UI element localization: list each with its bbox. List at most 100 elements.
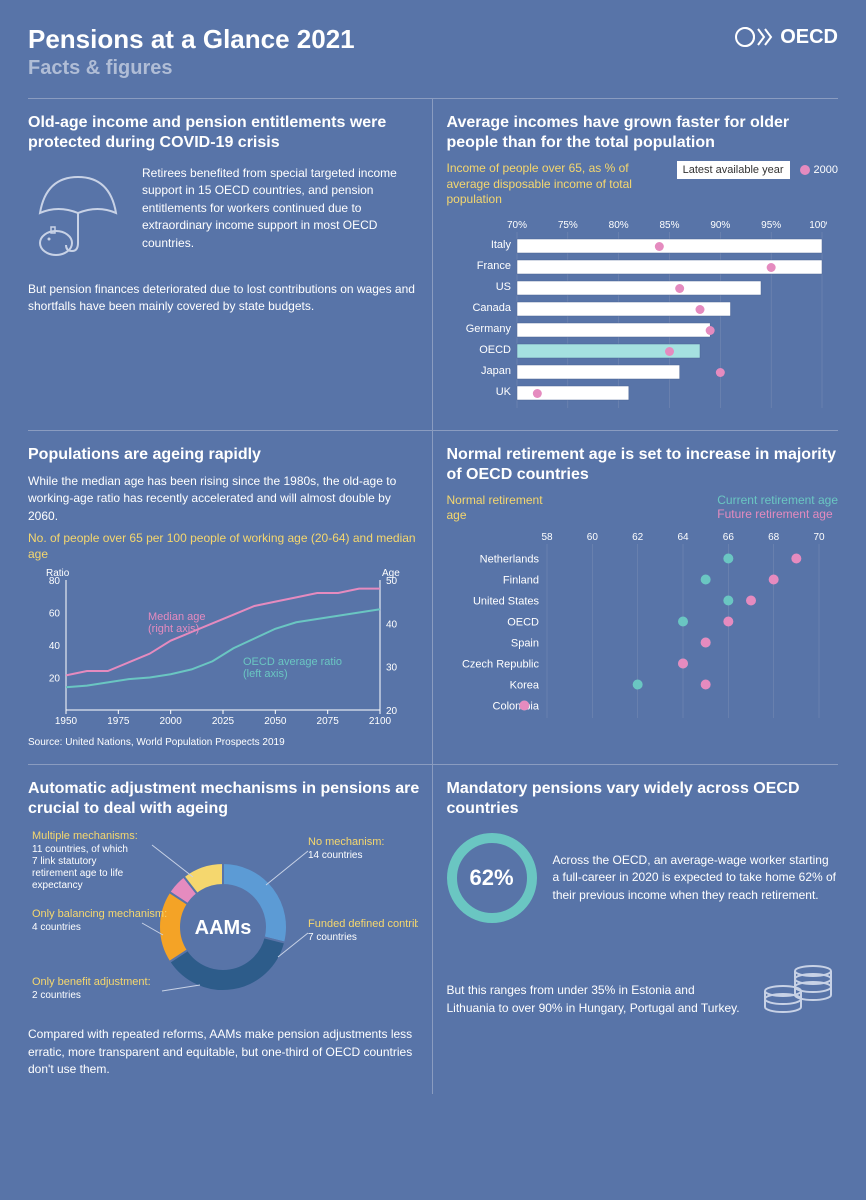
svg-text:Colombia: Colombia — [492, 700, 539, 712]
svg-text:75%: 75% — [557, 220, 577, 231]
oecd-logo-icon — [734, 24, 774, 50]
svg-text:Spain: Spain — [510, 637, 538, 649]
aam-donut-chart: AAMs Multiple mechanisms: 11 countries, of… — [28, 827, 418, 1017]
svg-text:OECD: OECD — [507, 616, 539, 628]
svg-text:50: 50 — [386, 576, 398, 587]
svg-text:US: US — [495, 281, 510, 293]
title-block: Pensions at a Glance 2021 Facts & figure… — [28, 24, 355, 80]
sec2-legend-dot — [800, 165, 810, 175]
oecd-logo: OECD — [734, 24, 838, 50]
svg-text:Multiple mechanisms:: Multiple mechanisms: — [32, 830, 138, 842]
svg-text:40: 40 — [49, 641, 61, 652]
svg-text:Germany: Germany — [465, 323, 511, 335]
sec6-para1: Across the OECD, an average-wage worker … — [553, 852, 839, 904]
svg-text:Only balancing mechanism:: Only balancing mechanism: — [32, 908, 167, 920]
row-3: Automatic adjustment mechanisms in pensi… — [28, 765, 838, 1094]
header: Pensions at a Glance 2021 Facts & figure… — [28, 24, 838, 80]
svg-text:1950: 1950 — [55, 716, 78, 727]
sec1-para1: Retirees benefited from special targeted… — [142, 165, 420, 252]
svg-text:Canada: Canada — [472, 302, 511, 314]
svg-text:Median age: Median age — [148, 611, 206, 623]
svg-text:Only benefit adjustment:: Only benefit adjustment: — [32, 976, 151, 988]
section-4: Normal retirement age is set to increase… — [432, 431, 839, 764]
coins-icon — [758, 947, 838, 1017]
sec4-legend-future: Future retirement age — [717, 507, 838, 521]
sec3-title: Populations are ageing rapidly — [28, 445, 420, 465]
sec5-title: Automatic adjustment mechanisms in pensi… — [28, 779, 420, 819]
svg-text:Japan: Japan — [481, 365, 511, 377]
svg-text:2050: 2050 — [264, 716, 287, 727]
sec3-para: While the median age has been rising sin… — [28, 473, 420, 525]
sec4-subtitle: Normal retirement age — [447, 493, 547, 524]
svg-text:2100: 2100 — [369, 716, 392, 727]
svg-text:retirement age to life: retirement age to life — [32, 868, 124, 879]
svg-text:80: 80 — [49, 576, 61, 587]
svg-text:40: 40 — [386, 619, 398, 630]
section-6: Mandatory pensions vary widely across OE… — [432, 765, 839, 1094]
page-title: Pensions at a Glance 2021 — [28, 24, 355, 55]
svg-text:90%: 90% — [710, 220, 730, 231]
svg-text:OECD: OECD — [479, 344, 511, 356]
svg-text:United States: United States — [472, 595, 539, 607]
svg-text:80%: 80% — [608, 220, 628, 231]
svg-text:66: 66 — [722, 532, 734, 543]
umbrella-icon — [28, 165, 128, 265]
svg-text:70: 70 — [813, 532, 825, 543]
sec5-para: Compared with repeated reforms, AAMs mak… — [28, 1026, 420, 1078]
svg-text:100%: 100% — [809, 220, 827, 231]
sec1-para2: But pension finances deteriorated due to… — [28, 281, 420, 316]
svg-text:95%: 95% — [761, 220, 781, 231]
row-1: Old-age income and pension entitlements … — [28, 99, 838, 430]
svg-text:(right axis): (right axis) — [148, 623, 199, 635]
svg-text:60: 60 — [49, 609, 61, 620]
svg-text:2025: 2025 — [212, 716, 235, 727]
sec4-legend-current: Current retirement age — [717, 493, 838, 507]
svg-text:AAMs: AAMs — [195, 917, 252, 939]
sec3-source: Source: United Nations, World Population… — [28, 737, 420, 748]
sec2-subtitle: Income of people over 65, as % of averag… — [447, 161, 667, 208]
oecd-logo-text: OECD — [780, 26, 838, 49]
svg-text:OECD average ratio: OECD average ratio — [243, 656, 342, 668]
sec2-title: Average incomes have grown faster for ol… — [447, 113, 839, 153]
svg-text:20: 20 — [49, 674, 61, 685]
svg-text:64: 64 — [677, 532, 689, 543]
svg-text:85%: 85% — [659, 220, 679, 231]
svg-text:58: 58 — [541, 532, 553, 543]
section-2: Average incomes have grown faster for ol… — [432, 99, 839, 430]
sec2-legend-latest: Latest available year — [677, 161, 790, 179]
svg-text:No mechanism:: No mechanism: — [308, 836, 384, 848]
sec3-subtitle: No. of people over 65 per 100 people of … — [28, 531, 420, 562]
retirement-dot-chart: 58 60 62 64 66 68 70 Netherlands Finland United S… — [447, 524, 827, 724]
svg-text:Finland: Finland — [502, 574, 538, 586]
svg-text:14 countries: 14 countries — [308, 850, 362, 861]
svg-text:68: 68 — [768, 532, 780, 543]
svg-text:11 countries, of which: 11 countries, of which — [32, 844, 128, 855]
sec4-title: Normal retirement age is set to increase… — [447, 445, 839, 485]
page-subtitle: Facts & figures — [28, 57, 355, 80]
big-number: 62% — [469, 865, 513, 891]
svg-text:2000: 2000 — [160, 716, 183, 727]
section-5: Automatic adjustment mechanisms in pensi… — [28, 765, 432, 1094]
svg-text:70%: 70% — [506, 220, 526, 231]
svg-text:Czech Republic: Czech Republic — [461, 658, 539, 670]
svg-text:1975: 1975 — [107, 716, 130, 727]
svg-text:France: France — [476, 260, 510, 272]
sec6-title: Mandatory pensions vary widely across OE… — [447, 779, 839, 819]
sec6-para2: But this ranges from under 35% in Estoni… — [447, 982, 743, 1017]
svg-text:Netherlands: Netherlands — [479, 553, 539, 565]
section-1: Old-age income and pension entitlements … — [28, 99, 432, 430]
svg-text:Italy: Italy — [490, 239, 511, 251]
income-bar-chart: 70% 75% 80% 85% 90% 95% 100% Italy France US Canad… — [447, 214, 827, 409]
svg-text:60: 60 — [586, 532, 598, 543]
svg-text:30: 30 — [386, 663, 398, 674]
sec2-legend-2000: 2000 — [814, 164, 838, 176]
section-3: Populations are ageing rapidly While the… — [28, 431, 432, 764]
svg-text:2 countries: 2 countries — [32, 990, 81, 1001]
svg-text:Korea: Korea — [509, 679, 539, 691]
svg-text:62: 62 — [632, 532, 644, 543]
svg-text:UK: UK — [495, 386, 511, 398]
svg-text:7 countries: 7 countries — [308, 932, 357, 943]
svg-text:4 countries: 4 countries — [32, 922, 81, 933]
svg-text:2075: 2075 — [317, 716, 340, 727]
svg-text:(left axis): (left axis) — [243, 668, 288, 680]
